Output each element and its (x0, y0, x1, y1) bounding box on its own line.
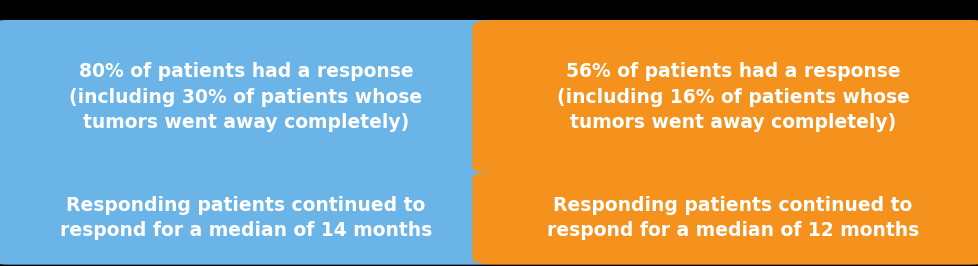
Text: 56% of patients had a response
(including 16% of patients whose
tumors went away: 56% of patients had a response (includin… (556, 62, 909, 132)
FancyBboxPatch shape (0, 172, 506, 265)
FancyBboxPatch shape (471, 172, 978, 265)
Text: Responding patients continued to
respond for a median of 12 months: Responding patients continued to respond… (547, 196, 918, 240)
Text: 80% of patients had a response
(including 30% of patients whose
tumors went away: 80% of patients had a response (includin… (69, 62, 422, 132)
Text: Responding patients continued to
respond for a median of 14 months: Responding patients continued to respond… (60, 196, 431, 240)
FancyBboxPatch shape (0, 20, 506, 174)
FancyBboxPatch shape (471, 20, 978, 174)
